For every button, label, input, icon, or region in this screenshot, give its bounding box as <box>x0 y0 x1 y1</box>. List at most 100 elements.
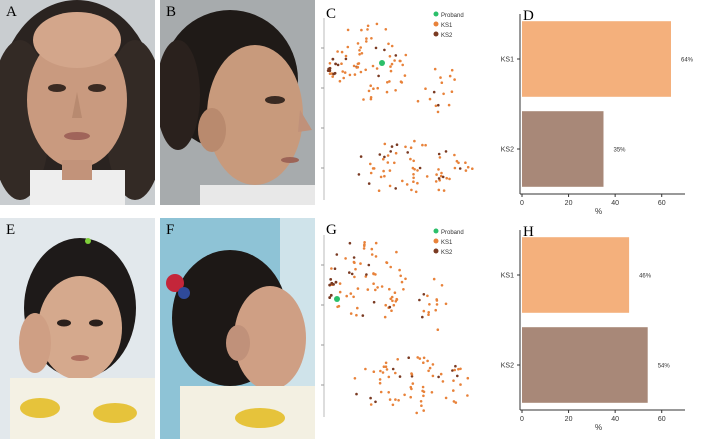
point-ks1 <box>424 143 427 147</box>
point-ks1 <box>440 81 444 84</box>
point-ks2 <box>365 273 368 276</box>
point-ks1 <box>392 303 396 307</box>
point-ks1 <box>440 171 443 175</box>
point-ks1 <box>434 308 437 312</box>
point-ks2 <box>432 90 436 94</box>
point-ks1 <box>366 28 369 31</box>
point-ks1 <box>359 46 362 49</box>
point-ks2 <box>437 103 440 107</box>
point-ks1 <box>387 42 390 46</box>
point-ks1 <box>388 287 391 291</box>
point-ks1 <box>471 167 474 170</box>
point-ks1 <box>422 409 425 412</box>
point-ks1 <box>340 62 343 65</box>
point-ks1 <box>459 367 462 371</box>
bar-ks1 <box>522 237 630 313</box>
point-ks2 <box>352 256 356 259</box>
point-ks1 <box>442 92 445 96</box>
point-ks1 <box>358 53 361 56</box>
point-ks1 <box>410 373 414 376</box>
point-ks1 <box>444 302 448 306</box>
point-ks2 <box>458 167 462 170</box>
point-ks1 <box>427 311 430 314</box>
point-ks1 <box>370 37 373 40</box>
point-ks1 <box>442 189 446 192</box>
bar-chart-d: KS1 64% KS2 35% 0 20 40 60% <box>501 14 694 216</box>
point-ks1 <box>397 399 400 402</box>
point-ks1 <box>384 28 388 31</box>
point-ks1 <box>426 359 429 363</box>
point-ks1 <box>421 385 425 389</box>
photo-f-illustration <box>160 218 315 439</box>
point-ks2 <box>394 54 398 57</box>
legend-marker-proband <box>433 11 439 17</box>
point-ks1 <box>356 42 360 45</box>
point-ks1 <box>360 52 364 55</box>
point-ks1 <box>345 294 348 298</box>
point-ks1 <box>388 169 392 172</box>
point-ks1 <box>372 370 376 373</box>
point-ks1 <box>389 65 392 68</box>
point-ks1 <box>439 174 443 178</box>
point-ks1 <box>372 87 375 90</box>
point-ks1 <box>444 396 448 400</box>
point-ks2 <box>437 177 441 180</box>
point-ks2 <box>367 182 371 185</box>
point-ks2 <box>418 298 421 302</box>
point-ks1 <box>352 260 356 264</box>
point-ks1 <box>441 380 445 383</box>
point-ks1 <box>369 162 372 166</box>
photo-a-illustration <box>0 0 155 205</box>
point-ks2 <box>395 143 399 146</box>
point-ks1 <box>416 169 419 172</box>
point-ks2 <box>369 396 372 400</box>
point-ks1 <box>382 169 385 173</box>
point-ks1 <box>375 22 379 26</box>
point-ks1 <box>404 145 407 149</box>
point-ks1 <box>389 297 392 301</box>
point-ks1 <box>433 67 437 71</box>
point-ks1 <box>466 376 470 380</box>
point-ks1 <box>336 305 339 309</box>
point-ks1 <box>412 173 415 176</box>
point-ks1 <box>440 284 444 287</box>
point-ks1 <box>358 49 361 52</box>
point-ks1 <box>374 241 378 245</box>
legend-label-ks2: KS2 <box>441 250 453 256</box>
point-ks1 <box>415 411 418 415</box>
point-ks1 <box>412 180 415 183</box>
point-ks1 <box>452 400 456 403</box>
point-ks1 <box>387 375 391 379</box>
point-ks1 <box>457 367 460 371</box>
point-ks2 <box>372 300 376 304</box>
point-ks1 <box>422 361 425 364</box>
point-ks1 <box>365 40 368 43</box>
point-ks1 <box>450 68 454 72</box>
point-ks1 <box>457 161 460 165</box>
scatter-plot-g: Proband KS1 KS2 <box>321 228 470 417</box>
point-ks2 <box>333 71 337 75</box>
point-ks1 <box>466 165 470 169</box>
bar-ks2 <box>522 327 648 403</box>
point-ks1 <box>377 189 381 192</box>
bar-category-label: KS2 <box>501 363 514 370</box>
point-ks2 <box>348 241 352 245</box>
bar-x-tick-label: 0 <box>520 200 524 207</box>
point-ks1 <box>404 53 408 57</box>
bar-category-label: KS2 <box>501 147 514 154</box>
point-ks1 <box>411 382 415 385</box>
point-ks1 <box>448 177 451 181</box>
point-ks1 <box>403 393 406 397</box>
point-ks1 <box>399 274 402 278</box>
photo-e-illustration <box>0 218 155 439</box>
point-ks2 <box>454 364 457 368</box>
point-ks2 <box>329 277 333 281</box>
point-ks2 <box>383 155 386 159</box>
point-ks1 <box>452 379 455 382</box>
panel-label-c: C <box>326 6 337 22</box>
panel-label-h: H <box>523 224 534 240</box>
point-ks1 <box>379 175 383 179</box>
point-ks2 <box>329 293 333 297</box>
point-ks1 <box>370 247 374 251</box>
point-ks2 <box>398 375 402 378</box>
